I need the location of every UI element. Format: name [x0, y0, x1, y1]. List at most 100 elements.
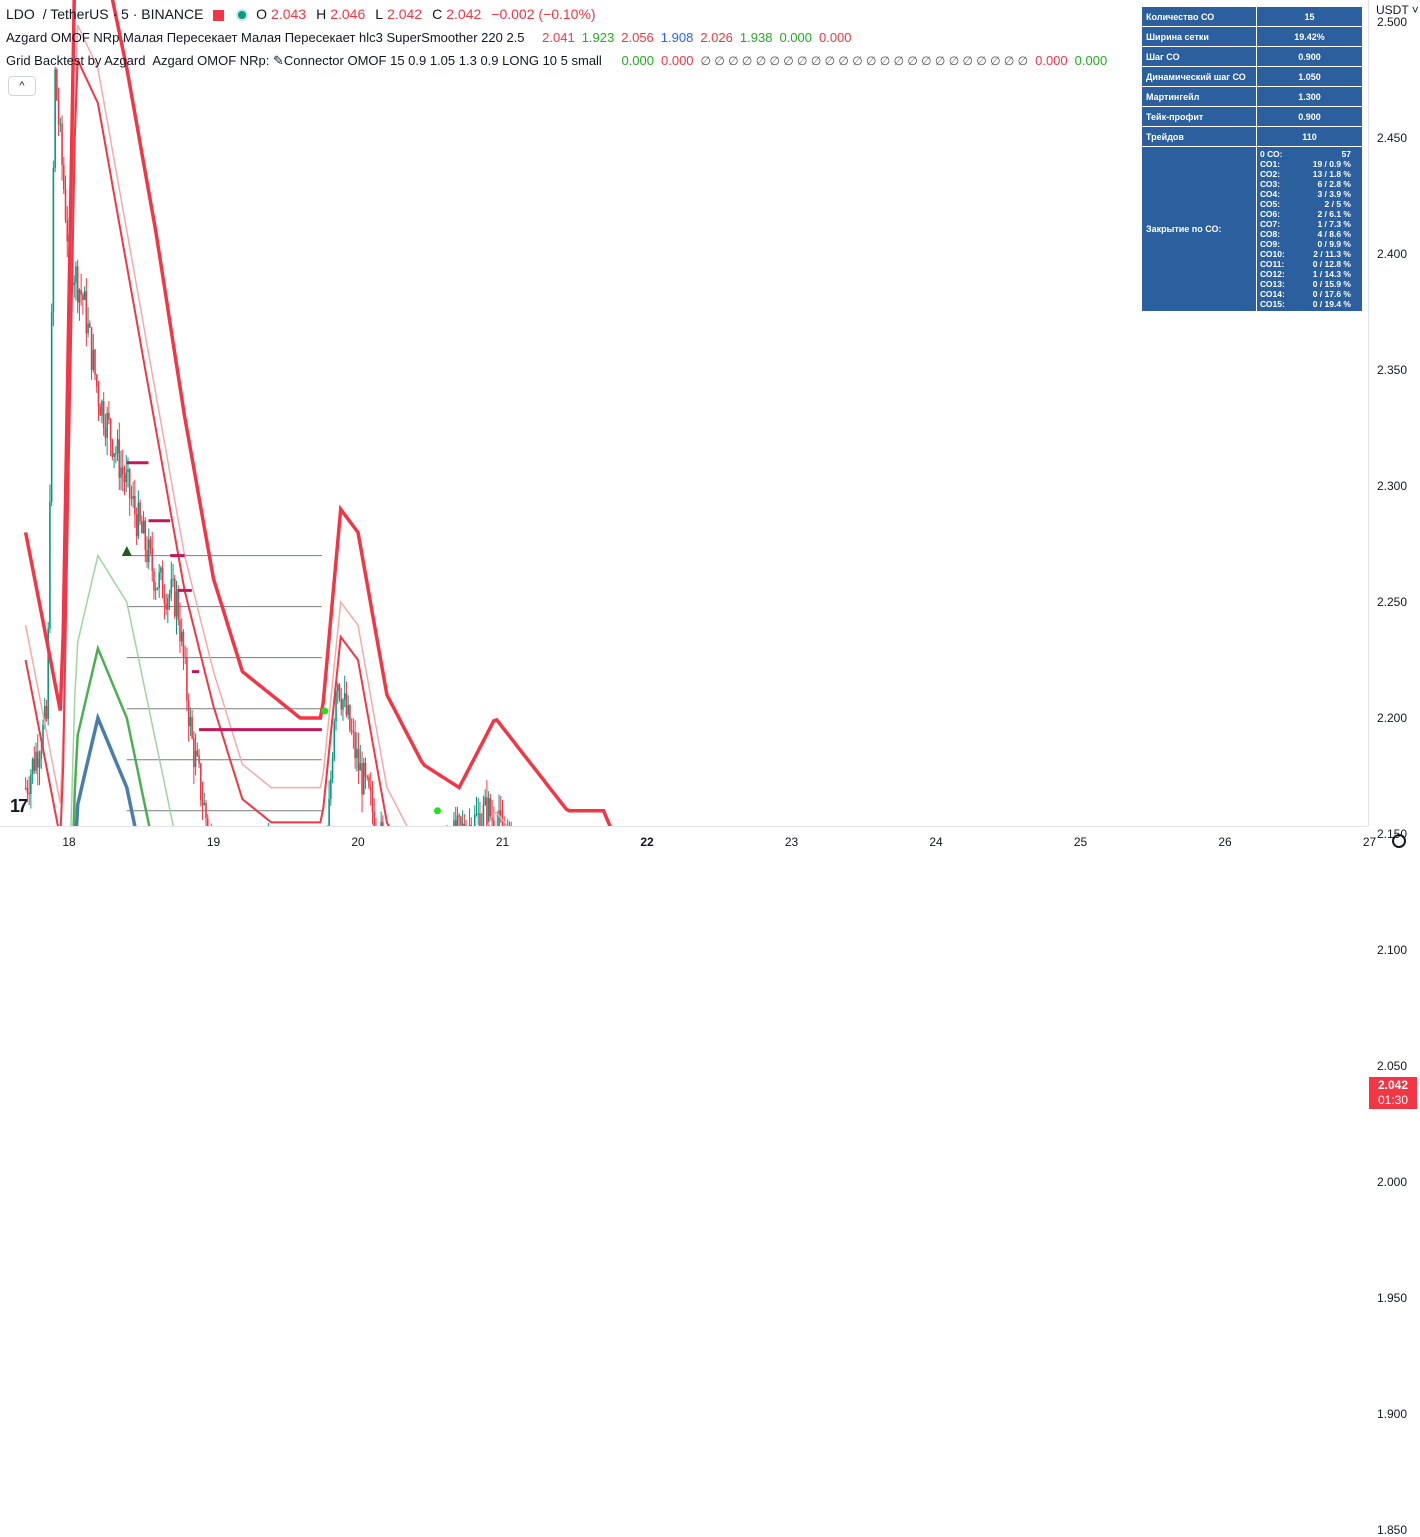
- candle-body: [89, 323, 91, 327]
- candle-body: [86, 291, 88, 333]
- time-tick: 25: [1074, 835, 1087, 849]
- candle-body: [353, 731, 355, 732]
- candle-body: [328, 799, 330, 826]
- price-tick: 1.850: [1377, 1523, 1407, 1537]
- candle-body: [131, 498, 133, 499]
- symbol-name[interactable]: LDO: [6, 6, 35, 22]
- lower-band-outer-line: [26, 718, 1347, 826]
- candle-body: [56, 69, 58, 100]
- indicator-value: 2.056: [621, 30, 654, 45]
- price-tick: 2.500: [1377, 15, 1407, 29]
- collapse-legend-button[interactable]: ^: [8, 76, 36, 96]
- candle-body: [134, 496, 136, 514]
- closure-value: 6 / 2.8 %: [1303, 179, 1354, 189]
- candle-body: [172, 579, 174, 580]
- candle-body: [63, 165, 65, 189]
- closure-item: СО13:0 / 15.9 %: [1257, 279, 1354, 289]
- candle-body: [113, 453, 115, 457]
- candle-body: [198, 755, 200, 763]
- time-tick: 23: [785, 835, 798, 849]
- current-price: 2.042: [1369, 1078, 1417, 1093]
- closure-value: 0 / 12.8 %: [1303, 259, 1354, 269]
- candle-body: [457, 815, 459, 826]
- closure-item: СО6:2 / 6.1 %: [1257, 209, 1354, 219]
- price-tick: 1.950: [1377, 1291, 1407, 1305]
- candle-body: [200, 764, 202, 800]
- closure-key: СО8:: [1257, 229, 1303, 239]
- settings-gear-icon[interactable]: [1392, 834, 1406, 848]
- closure-item: СО5:2 / 5 %: [1257, 199, 1354, 209]
- candle-body: [127, 469, 129, 472]
- time-tick: 18: [62, 835, 75, 849]
- stats-value: 110: [1257, 127, 1363, 147]
- candle-body: [344, 693, 346, 699]
- candle-body: [479, 813, 481, 826]
- closure-item: СО10:2 / 11.3 %: [1257, 249, 1354, 259]
- indicator-legend-omof[interactable]: Azgard OMOF NRp Малая Пересекает Малая П…: [6, 30, 863, 46]
- indicator-name[interactable]: Azgard OMOF NRp Малая Пересекает Малая П…: [6, 30, 525, 45]
- time-tick: 21: [496, 835, 509, 849]
- ohlc-key: C: [432, 6, 442, 22]
- candle-body: [477, 813, 479, 814]
- candle-body: [334, 721, 336, 758]
- candle-body: [498, 810, 500, 826]
- stats-key: Тейк-профит: [1142, 107, 1257, 127]
- closure-item: СО8:4 / 8.6 %: [1257, 229, 1354, 239]
- candle-body: [98, 386, 100, 406]
- candle-body: [87, 323, 89, 333]
- tradingview-logo-icon[interactable]: 17: [10, 796, 26, 817]
- candle-body: [99, 406, 101, 415]
- candle-body: [370, 787, 372, 791]
- candle-body: [197, 751, 199, 756]
- closure-item: СО2:13 / 1.8 %: [1257, 169, 1354, 179]
- closure-key: СО15:: [1257, 299, 1303, 309]
- ohlc-key: O: [256, 6, 267, 22]
- lower-band-inner-line: [26, 556, 1347, 826]
- candle-body: [35, 752, 37, 771]
- candle-body: [66, 220, 68, 241]
- indicator-value: 1.923: [582, 30, 615, 45]
- candle-body: [176, 592, 178, 617]
- candle-body: [51, 312, 53, 501]
- stats-key: Мартингейл: [1142, 87, 1257, 107]
- candle-body: [203, 803, 205, 805]
- candle-body: [148, 540, 150, 563]
- indicator-name[interactable]: Grid Backtest by Azgard: [6, 53, 145, 68]
- candle-body: [174, 579, 176, 617]
- indicator-value: 0.000: [779, 30, 812, 45]
- price-tick: 2.400: [1377, 247, 1407, 261]
- currency-selector[interactable]: USDT ˅: [1376, 3, 1419, 17]
- price-tick: 2.300: [1377, 479, 1407, 493]
- indicator-empty-values: ∅ ∅ ∅ ∅ ∅ ∅ ∅ ∅ ∅ ∅ ∅ ∅ ∅ ∅ ∅ ∅ ∅ ∅ ∅ ∅ …: [701, 54, 1029, 68]
- closure-key: СО14:: [1257, 289, 1303, 299]
- take-profit-marker: [434, 807, 441, 814]
- current-price-label: 2.042 01:30: [1369, 1077, 1417, 1109]
- candle-body: [151, 548, 153, 571]
- candle-body: [118, 439, 120, 477]
- indicator-legend-grid-backtest[interactable]: Grid Backtest by Azgard Azgard OMOF NRp:…: [6, 53, 1118, 69]
- indicator-value: 0.000: [621, 53, 654, 68]
- candle-body: [342, 700, 344, 710]
- flag-icon[interactable]: [213, 10, 224, 21]
- candle-body: [136, 514, 138, 536]
- closure-item: СО3:6 / 2.8 %: [1257, 179, 1354, 189]
- candle-body: [372, 791, 374, 812]
- candle-body: [165, 604, 167, 610]
- candle-body: [483, 805, 485, 826]
- candle-body: [91, 327, 93, 369]
- candle-body: [54, 69, 56, 168]
- candle-body: [79, 290, 81, 303]
- closure-value: 1 / 7.3 %: [1303, 219, 1354, 229]
- price-tick: 2.200: [1377, 711, 1407, 725]
- ohlc-value: 2.043: [271, 6, 306, 22]
- candle-body: [92, 350, 94, 370]
- candle-body: [110, 419, 112, 439]
